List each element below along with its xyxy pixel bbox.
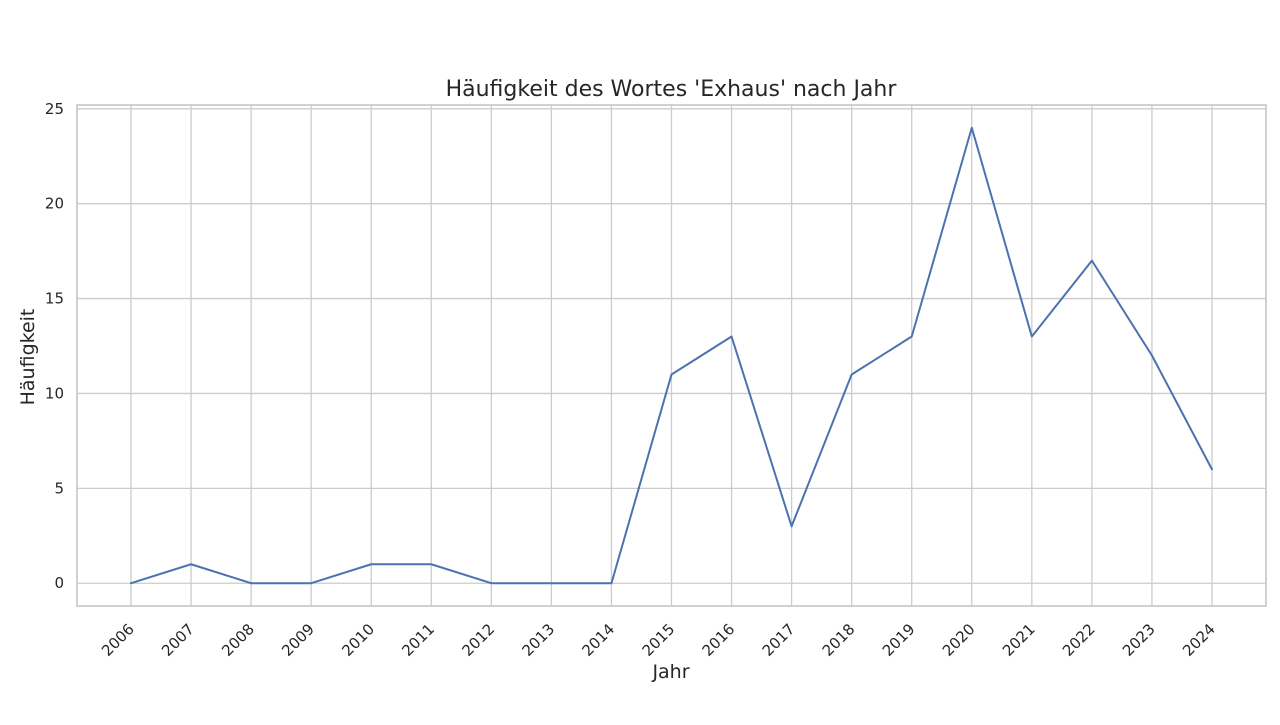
y-tick-label: 25 (45, 100, 64, 118)
grid-layer (77, 105, 1266, 606)
x-tick-label: 2010 (338, 620, 378, 660)
y-tick-label: 15 (45, 290, 64, 308)
x-tick-label: 2007 (158, 620, 198, 660)
y-tick-label: 5 (54, 479, 64, 497)
x-tick-label: 2022 (1059, 620, 1099, 660)
x-tick-label: 2011 (398, 620, 438, 660)
x-tick-label: 2015 (639, 620, 679, 660)
frame-layer (76, 104, 1267, 607)
x-tick-label: 2020 (939, 620, 979, 660)
x-tick-label: 2021 (999, 620, 1039, 660)
x-tick-label: 2014 (579, 620, 619, 660)
x-axis-title: Jahr (651, 661, 689, 683)
chart-title: Häufigkeit des Wortes 'Exhaus' nach Jahr (446, 77, 898, 102)
x-tick-label: 2016 (699, 620, 739, 660)
x-tick-label: 2018 (819, 620, 859, 660)
y-tick-label: 10 (45, 384, 64, 402)
x-tick-labels: 2006 2007 2008 2009 2010 2011 2012 2013 2014 2015… (98, 620, 1219, 660)
series-layer (130, 126, 1213, 585)
x-tick-label: 2012 (458, 620, 498, 660)
x-tick-label: 2006 (98, 620, 138, 660)
x-tick-label: 2024 (1179, 620, 1219, 660)
series-line (130, 126, 1213, 585)
x-tick-label: 2017 (759, 620, 799, 660)
y-tick-label: 0 (54, 574, 64, 592)
x-tick-label: 2013 (518, 620, 558, 660)
x-tick-label: 2019 (879, 620, 919, 660)
x-tick-label: 2008 (218, 620, 258, 660)
x-tick-label: 2009 (278, 620, 318, 660)
x-tick-label: 2023 (1119, 620, 1159, 660)
y-tick-label: 20 (45, 195, 64, 213)
plot-frame (76, 104, 1267, 607)
y-tick-labels: 0 5 10 15 20 25 (45, 100, 64, 592)
y-axis-title: Häufigkeit (17, 309, 39, 406)
